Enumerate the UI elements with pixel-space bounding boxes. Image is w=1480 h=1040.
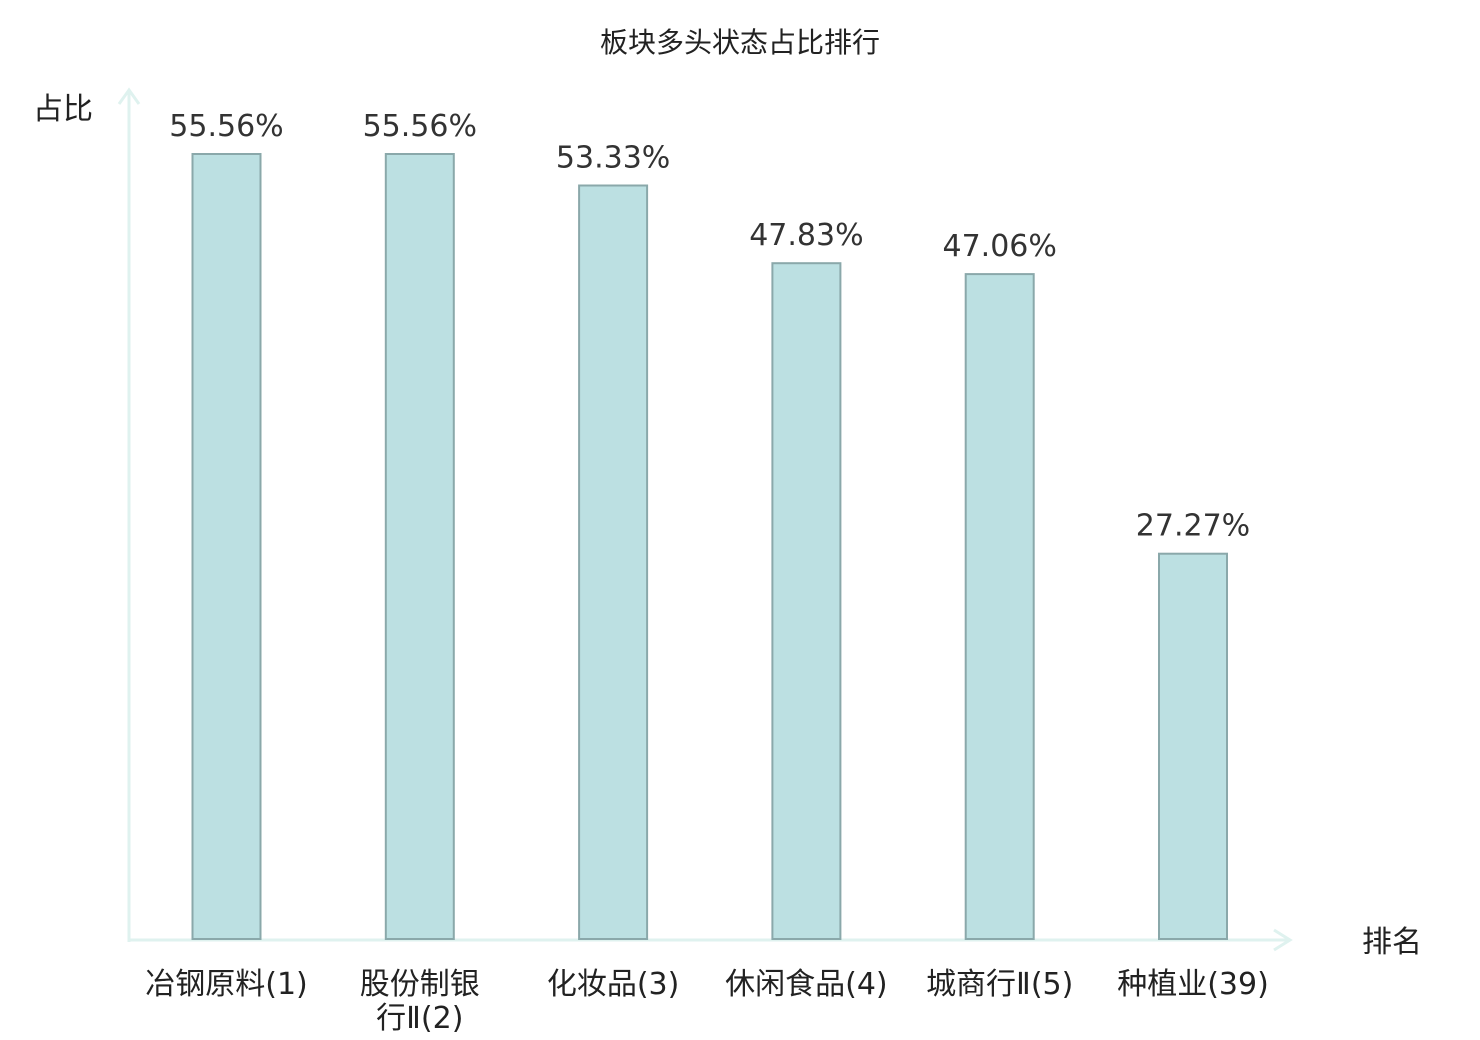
category-labels-group: 冶钢原料(1) 股份制银行Ⅱ(2) 化妆品(3) 休闲食品(4) 城商行Ⅱ(5) 种植业(… bbox=[145, 967, 1269, 1036]
chart-title: 板块多头状态占比排行 bbox=[600, 26, 880, 59]
x-axis bbox=[129, 928, 1293, 952]
bar bbox=[771, 262, 842, 940]
bar bbox=[578, 184, 649, 940]
category-label-line: 种植业(39) bbox=[1117, 967, 1269, 1002]
value-labels-group: 55.56% 55.56% 53.33% 47.83% 47.06% 27.27% bbox=[169, 109, 1250, 544]
category-label: 种植业(39) bbox=[1117, 967, 1269, 1002]
category-label-line: 冶钢原料(1) bbox=[145, 967, 308, 1002]
y-axis bbox=[117, 87, 141, 942]
category-label: 冶钢原料(1) bbox=[145, 967, 308, 1002]
category-label-line: 行Ⅱ(2) bbox=[376, 1001, 463, 1036]
bar bbox=[964, 273, 1035, 941]
category-label-line: 休闲食品(4) bbox=[725, 967, 888, 1002]
category-label-line: 股份制银 bbox=[360, 967, 480, 1002]
data-label: 47.06% bbox=[943, 229, 1057, 264]
data-label: 47.83% bbox=[749, 218, 863, 253]
bar bbox=[1158, 552, 1228, 940]
bar bbox=[384, 153, 455, 940]
x-axis-label: 排名 bbox=[1362, 925, 1422, 960]
category-label: 休闲食品(4) bbox=[725, 967, 888, 1002]
category-label: 化妆品(3) bbox=[547, 967, 680, 1002]
category-label-line: 城商行Ⅱ(5) bbox=[926, 967, 1073, 1002]
data-label: 27.27% bbox=[1136, 509, 1250, 544]
data-label: 53.33% bbox=[556, 141, 670, 176]
bars-group bbox=[191, 153, 1228, 941]
data-label: 55.56% bbox=[169, 109, 283, 144]
category-label: 股份制银行Ⅱ(2) bbox=[360, 967, 480, 1036]
data-label: 55.56% bbox=[363, 109, 477, 144]
y-axis-label: 占比 bbox=[33, 92, 93, 127]
bar bbox=[191, 153, 262, 940]
category-label-line: 化妆品(3) bbox=[547, 967, 680, 1002]
category-label: 城商行Ⅱ(5) bbox=[926, 967, 1073, 1002]
